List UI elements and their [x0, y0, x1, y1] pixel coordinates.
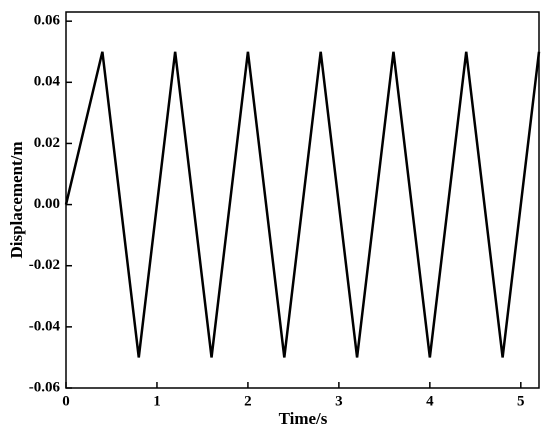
y-axis-title: Displacement/m	[7, 141, 26, 258]
x-tick-label: 0	[62, 393, 70, 409]
y-tick-label: -0.02	[29, 257, 60, 273]
x-axis-title: Time/s	[279, 409, 328, 428]
y-tick-label: 0.06	[34, 13, 61, 29]
y-tick-label: 0.00	[34, 196, 60, 212]
x-tick-label: 1	[153, 393, 161, 409]
x-tick-label: 3	[335, 393, 343, 409]
y-tick-label: 0.02	[34, 135, 60, 151]
line-series	[64, 51, 541, 358]
y-tick-label: -0.06	[29, 379, 61, 395]
x-tick-label: 4	[426, 393, 434, 409]
y-tick-label: -0.04	[29, 318, 61, 334]
x-tick-label: 5	[517, 393, 525, 409]
x-tick-label: 2	[244, 393, 252, 409]
y-tick-label: 0.04	[34, 74, 61, 90]
